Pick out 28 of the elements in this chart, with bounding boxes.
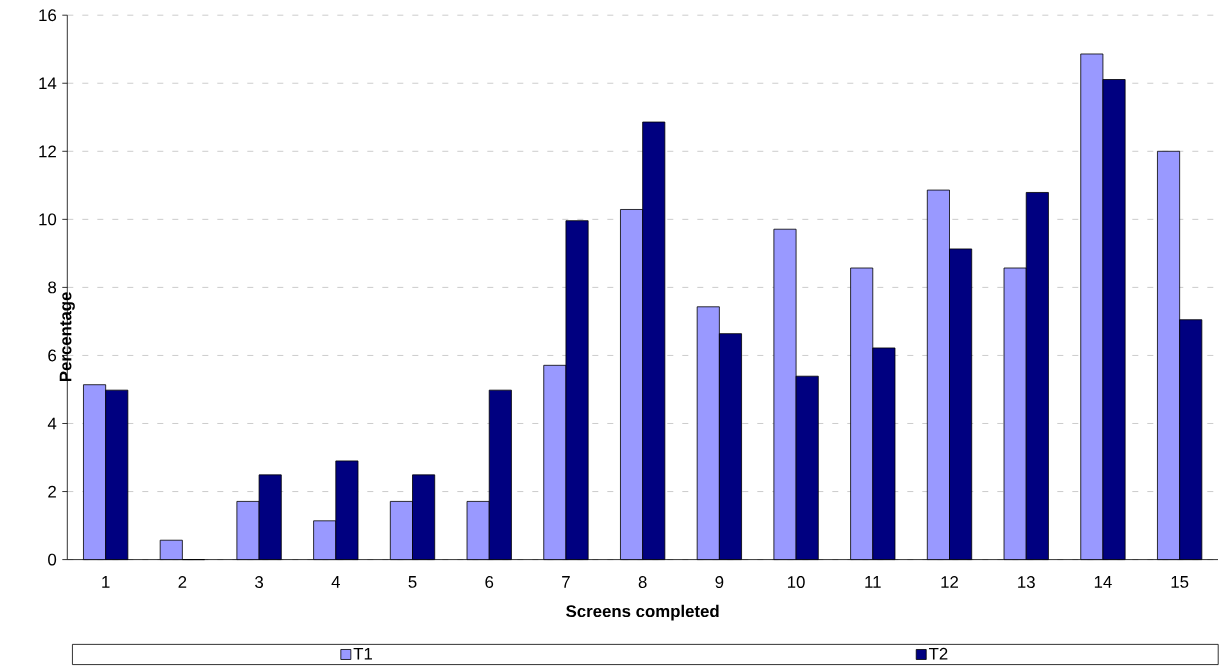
x-tick-label: 14: [1094, 576, 1112, 588]
x-tick-label: 7: [562, 576, 570, 588]
y-tick-label: 4: [47, 417, 57, 430]
x-tick-label: 10: [788, 576, 805, 589]
y-tick-label: 0: [48, 553, 57, 566]
y-tick-label: 12: [39, 145, 56, 158]
y-tick-label: 10: [39, 213, 57, 226]
x-tick-label: 9: [715, 576, 724, 589]
x-tick-label: 6: [485, 576, 494, 589]
x-tick-label: 13: [1018, 576, 1035, 589]
x-tick-label: 15: [1171, 576, 1189, 588]
legend-label: T1: [353, 647, 372, 660]
y-tick-label: 8: [48, 281, 57, 294]
y-tick-label: 2: [48, 485, 56, 498]
x-tick-label: 5: [408, 576, 417, 588]
x-tick-label: 8: [638, 576, 647, 589]
legend-label: T2: [928, 647, 948, 660]
x-tick-label: 1: [102, 576, 110, 588]
x-tick-label: 11: [865, 576, 881, 588]
y-tick-label: 16: [39, 9, 57, 22]
y-tick-label: 14: [39, 77, 57, 90]
x-axis-title: Screens completed: [566, 604, 719, 621]
x-tick-label: 2: [178, 576, 187, 588]
x-tick-label: 3: [255, 576, 264, 589]
y-axis-title: Percentage: [59, 292, 75, 382]
x-tick-label: 12: [941, 576, 959, 588]
x-tick-label: 4: [331, 576, 340, 588]
y-tick-label: 6: [48, 349, 57, 362]
